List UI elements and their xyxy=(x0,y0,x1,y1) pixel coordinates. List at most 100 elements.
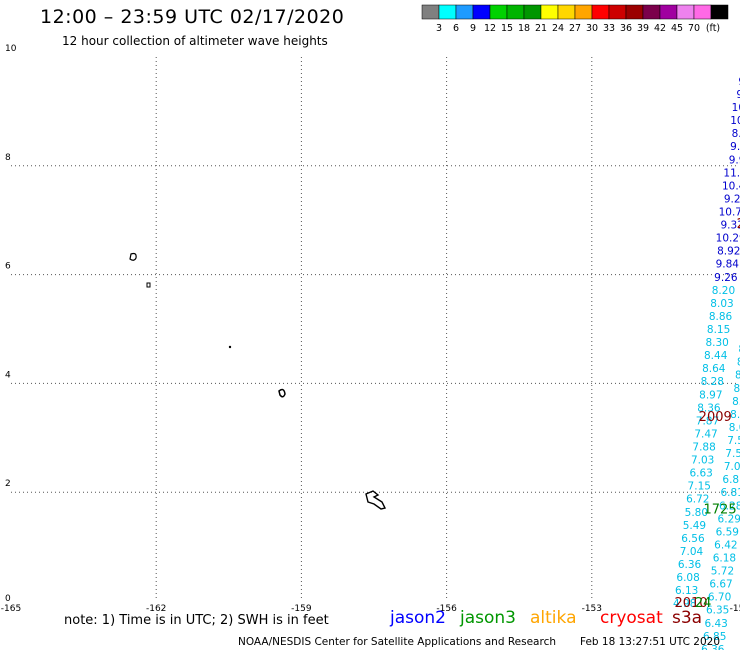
swh-data-label: 6.59 xyxy=(716,526,739,538)
legend-cryosat: cryosat xyxy=(600,608,663,628)
color-scale-label: 30 xyxy=(586,23,598,34)
swh-data-label: 6.56 xyxy=(681,533,705,545)
legend-s3a: s3a xyxy=(672,608,703,628)
swh-data-label: 8.35 xyxy=(730,409,740,421)
y-tick-label: 8 xyxy=(5,153,11,163)
island-shape xyxy=(365,490,387,510)
pass-time-label: 2010 xyxy=(674,596,707,611)
color-scale-label: 27 xyxy=(569,23,581,34)
swh-data-label: 8.92 xyxy=(717,246,740,258)
legend-jason3: jason3 xyxy=(460,608,516,628)
swh-data-label: 8.59 xyxy=(738,344,740,356)
swh-data-label: 5.49 xyxy=(683,520,706,532)
color-scale-label: 15 xyxy=(501,23,513,34)
swh-data-label: 8.54 xyxy=(732,396,740,408)
x-tick-label: -165 xyxy=(1,604,21,614)
swh-data-label: 7.58 xyxy=(727,435,740,447)
swh-data-label: 9.29 xyxy=(724,193,740,205)
swh-data-label: 6.35 xyxy=(706,605,729,617)
chart-title: 12:00 – 23:59 UTC 02/17/2020 xyxy=(40,6,345,28)
color-scale-label: 24 xyxy=(552,23,564,34)
swh-data-label: 7.47 xyxy=(694,428,717,440)
swh-data-label: 10.29 xyxy=(716,233,740,245)
legend-jason2: jason2 xyxy=(390,608,446,628)
color-scale-label: 3 xyxy=(436,23,442,34)
pass-time-label: 2009 xyxy=(699,410,732,425)
swh-data-label: 9.81 xyxy=(738,76,740,88)
chart-subtitle: 12 hour collection of altimeter wave hei… xyxy=(62,34,328,48)
swh-data-label: 6.43 xyxy=(704,618,727,630)
color-scale-label: 70 xyxy=(688,23,700,34)
y-tick-label: 6 xyxy=(5,262,11,272)
swh-data-label: 6.36 xyxy=(701,644,725,650)
island-shape xyxy=(228,345,232,349)
color-scale-unit: (ft) xyxy=(706,23,720,34)
swh-data-label: 8.36 xyxy=(697,402,721,414)
swh-data-label: 6.81 xyxy=(720,487,740,499)
swh-data-label: 8.87 xyxy=(737,357,740,369)
x-tick-label: -159 xyxy=(291,604,312,614)
swh-data-label: 7.02 xyxy=(724,461,740,473)
swh-data-label: 7.88 xyxy=(692,442,715,454)
swh-data-label: 5.80 xyxy=(685,507,708,519)
swh-data-label: 10.43 xyxy=(722,180,740,192)
pass-time-label: 1725 xyxy=(704,503,737,518)
swh-data-label: 7.04 xyxy=(680,546,704,558)
swh-data-label: 10.40 xyxy=(730,115,740,127)
color-scale-bar: 3 6 9 12 15 18 21 24 27 30 33 36 39 42 45 70 (ft) xyxy=(421,4,729,34)
swh-data-label: 8.21 xyxy=(734,383,740,395)
swh-data-label: 8.30 xyxy=(705,337,728,349)
swh-data-label: 8.06 xyxy=(729,422,740,434)
swh-data-label: 4.98 xyxy=(673,598,696,610)
swh-data-label: 8.86 xyxy=(709,311,733,323)
swh-data-label: 9.26 xyxy=(714,272,738,284)
color-scale-label: 36 xyxy=(620,23,632,34)
swh-data-label: 8.90 xyxy=(732,128,740,140)
swh-data-label: 6.13 xyxy=(675,585,698,597)
swh-data-label: 7.03 xyxy=(691,455,714,467)
x-tick-label: -162 xyxy=(146,604,166,614)
island-shape xyxy=(278,388,286,398)
y-tick-label: 0 xyxy=(5,594,11,604)
island-shape xyxy=(129,252,137,261)
swh-data-label: 8.03 xyxy=(710,298,733,310)
pass-time-label: 24 xyxy=(695,596,712,611)
credit-line: NOAA/NESDIS Center for Satellite Applica… xyxy=(238,636,556,648)
swh-data-label: 7.15 xyxy=(688,481,711,493)
swh-data-label: 6.18 xyxy=(713,552,736,564)
x-tick-label: -153 xyxy=(582,604,602,614)
swh-data-label: 9.97 xyxy=(729,154,740,166)
color-scale-label: 42 xyxy=(654,23,666,34)
x-tick-label: -156 xyxy=(436,604,457,614)
footnote: note: 1) Time is in UTC; 2) SWH is in fe… xyxy=(64,613,329,628)
swh-data-label: 8.44 xyxy=(704,350,728,362)
swh-data-label: 8.15 xyxy=(707,324,730,336)
swh-data-label: 9.84 xyxy=(716,259,740,271)
color-scale-label: 33 xyxy=(603,23,615,34)
pass-time-label: 200 xyxy=(737,217,740,232)
color-scale-label: 39 xyxy=(637,23,649,34)
y-tick-label: 4 xyxy=(5,370,11,380)
x-tick-label: -15 xyxy=(730,604,740,614)
swh-data-label: 9.97 xyxy=(736,89,740,101)
swh-data-label: 7.87 xyxy=(696,415,719,427)
swh-data-label: 6.63 xyxy=(689,468,712,480)
swh-data-label: 7.55 xyxy=(725,448,740,460)
satellite-legend: jason2 jason3 altika cryosat s3a xyxy=(0,606,740,630)
color-scale-label: 9 xyxy=(470,23,476,34)
swh-data-label: 6.85 xyxy=(703,631,726,643)
y-tick-label: 10 xyxy=(5,44,17,54)
color-scale-label: 18 xyxy=(518,23,530,34)
swh-data-label: 8.20 xyxy=(712,285,735,297)
swh-data-label: 6.72 xyxy=(686,494,709,506)
swh-data-label: 8.34 xyxy=(735,370,740,382)
swh-data-label: 6.87 xyxy=(722,474,740,486)
swh-data-label: 10.70 xyxy=(719,206,740,218)
swh-data-label: 6.70 xyxy=(708,592,731,604)
swh-data-label: 10.63 xyxy=(732,102,740,114)
swh-data-label: 6.42 xyxy=(714,539,737,551)
swh-data-label: 9.31 xyxy=(720,220,740,232)
color-swatch xyxy=(710,4,729,20)
color-scale-label: 12 xyxy=(484,23,496,34)
